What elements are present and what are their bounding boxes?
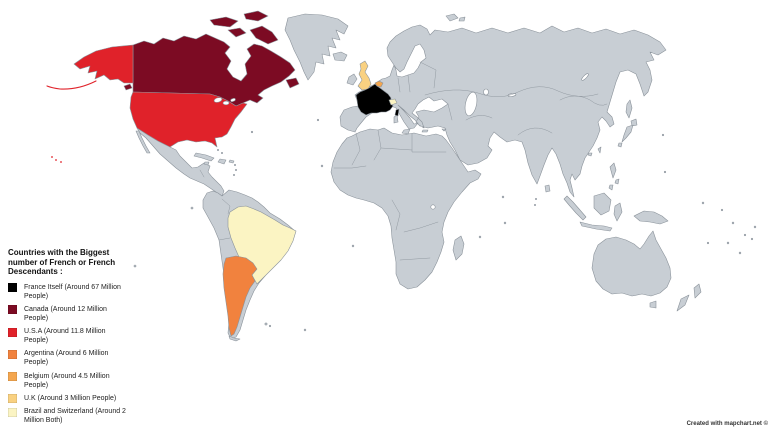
island-sardinia[interactable] bbox=[393, 114, 399, 124]
internal-borders bbox=[199, 61, 608, 261]
island-madagascar[interactable] bbox=[452, 235, 465, 261]
legend-swatch-usa bbox=[8, 327, 17, 337]
france-corsica bbox=[394, 108, 400, 117]
lake-superior bbox=[213, 97, 223, 103]
country-jamaica[interactable] bbox=[203, 161, 210, 166]
legend-item-canada: Canada (Around 12 Million People) bbox=[8, 305, 140, 323]
island-java[interactable] bbox=[579, 221, 613, 232]
country-greenland[interactable] bbox=[284, 13, 349, 81]
usa-aleutians bbox=[46, 80, 97, 90]
legend-swatch-brazil-switzerland bbox=[8, 407, 17, 417]
country-japan-honshu[interactable] bbox=[621, 124, 634, 143]
canada-newfoundland bbox=[285, 77, 300, 89]
legend-swatch-belgium bbox=[8, 372, 17, 382]
legend-title: Countries with the Biggest number of Fre… bbox=[8, 248, 116, 277]
tierra-del-fuego bbox=[228, 335, 241, 342]
canada-arctic-island-1 bbox=[209, 16, 239, 28]
map-layer bbox=[46, 10, 757, 342]
country-argentina[interactable] bbox=[222, 255, 258, 337]
lake-ontario-erie bbox=[230, 98, 236, 102]
legend-swatch-france bbox=[8, 283, 17, 293]
lake-victoria bbox=[430, 204, 436, 210]
country-switzerland[interactable] bbox=[388, 98, 398, 106]
legend-item-uk: U.K (Around 3 Million People) bbox=[8, 394, 140, 404]
country-new-zealand-north[interactable] bbox=[693, 283, 702, 299]
island-sri-lanka[interactable] bbox=[544, 184, 551, 193]
island-borneo[interactable] bbox=[593, 192, 612, 216]
peninsula-baja bbox=[135, 130, 151, 154]
country-canada[interactable] bbox=[123, 10, 300, 107]
aral-sea bbox=[483, 88, 489, 96]
legend-item-argentina: Argentina (Around 6 Million People) bbox=[8, 349, 140, 367]
legend-swatch-argentina bbox=[8, 349, 17, 359]
island-hainan bbox=[587, 152, 593, 157]
island-sumatra[interactable] bbox=[563, 195, 587, 221]
continent-africa[interactable] bbox=[330, 127, 482, 290]
caspian-sea bbox=[464, 91, 478, 117]
island-tasmania[interactable] bbox=[649, 300, 657, 309]
canada-arctic-island-3 bbox=[227, 27, 247, 38]
canada-arctic-island-2 bbox=[243, 10, 269, 22]
country-usa[interactable] bbox=[46, 44, 248, 163]
legend-label: Argentina (Around 6 Million People) bbox=[24, 350, 109, 367]
legend-label: Belgium (Around 4.5 Million People) bbox=[24, 372, 110, 389]
legend-label: U.S.A (Around 11.8 Million People) bbox=[24, 328, 106, 345]
country-australia[interactable] bbox=[591, 230, 672, 297]
legend: Countries with the Biggest number of Fre… bbox=[8, 248, 140, 429]
legend-label: Canada (Around 12 Million People) bbox=[24, 305, 107, 323]
lakes bbox=[213, 73, 589, 210]
canada-vancouver-island bbox=[123, 83, 133, 91]
legend-item-france: France Itself (Around 67 Million People) bbox=[8, 283, 140, 301]
country-new-zealand-south[interactable] bbox=[676, 294, 690, 312]
usa-mainland bbox=[129, 91, 248, 148]
country-mexico[interactable] bbox=[136, 127, 225, 197]
small-islands bbox=[133, 118, 757, 332]
legend-item-brazil-switzerland: Brazil and Switzerland (Around 2 Million… bbox=[8, 407, 140, 425]
canada-baffin-island bbox=[249, 25, 279, 45]
usa-hawaii bbox=[51, 156, 62, 163]
island-crete[interactable] bbox=[421, 129, 429, 133]
country-france[interactable] bbox=[355, 83, 400, 117]
island-sulawesi[interactable] bbox=[613, 202, 623, 222]
country-hispaniola[interactable] bbox=[217, 158, 227, 165]
island-philippines-2[interactable] bbox=[614, 178, 620, 185]
legend-label: Brazil and Switzerland (Around 2 Million… bbox=[24, 408, 126, 425]
lake-michigan-huron bbox=[222, 100, 230, 106]
country-japan-kyushu[interactable] bbox=[617, 142, 623, 148]
island-sakhalin bbox=[625, 99, 633, 119]
country-ireland[interactable] bbox=[346, 73, 358, 86]
lake-baikal bbox=[581, 73, 589, 81]
legend-item-usa: U.S.A (Around 11.8 Million People) bbox=[8, 327, 140, 345]
country-uk[interactable] bbox=[357, 60, 372, 91]
island-philippines-3[interactable] bbox=[608, 184, 614, 191]
country-japan-hokkaido[interactable] bbox=[630, 118, 638, 127]
continent-eurasia[interactable] bbox=[339, 24, 667, 198]
country-svalbard-2[interactable] bbox=[458, 16, 466, 22]
country-belgium[interactable] bbox=[374, 80, 384, 88]
attribution: Created with mapchart.net © bbox=[686, 421, 768, 427]
legend-swatch-uk bbox=[8, 394, 17, 404]
legend-swatch-canada bbox=[8, 305, 17, 315]
island-sicily[interactable] bbox=[401, 128, 411, 135]
country-svalbard[interactable] bbox=[445, 13, 459, 22]
island-taiwan[interactable] bbox=[597, 146, 602, 154]
legend-label: U.K (Around 3 Million People) bbox=[24, 394, 117, 402]
island-philippines[interactable] bbox=[609, 162, 617, 179]
usa-alaska bbox=[73, 44, 134, 84]
country-puerto-rico[interactable] bbox=[228, 159, 235, 164]
legend-item-belgium: Belgium (Around 4.5 Million People) bbox=[8, 372, 140, 390]
island-new-guinea[interactable] bbox=[633, 210, 669, 225]
country-cuba[interactable] bbox=[193, 152, 215, 162]
france-mainland bbox=[355, 83, 394, 116]
legend-label: France Itself (Around 67 Million People) bbox=[24, 283, 121, 300]
country-iceland[interactable] bbox=[332, 51, 348, 62]
island-cyprus[interactable] bbox=[441, 128, 447, 132]
